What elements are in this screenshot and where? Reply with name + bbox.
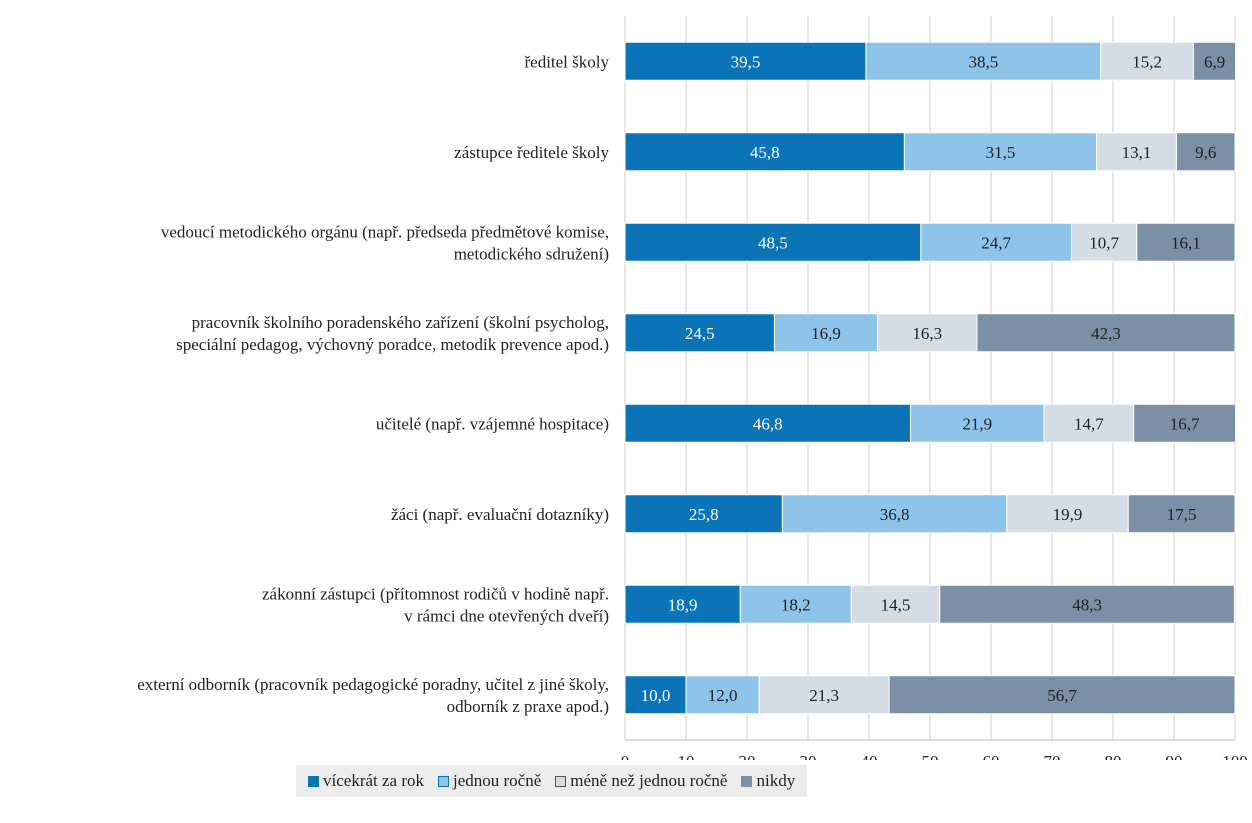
data-label-2-2: 10,7	[1089, 233, 1119, 252]
data-label-3-2: 16,1	[1171, 233, 1201, 252]
data-label-2-4: 14,7	[1074, 414, 1104, 433]
data-label-1-2: 24,7	[981, 233, 1011, 252]
category-label-2-0: vedoucí metodického orgánu (např. předse…	[161, 222, 609, 241]
bar-3-5	[1127, 494, 1236, 534]
data-label-0-2: 48,5	[758, 233, 788, 252]
bar-1-6	[739, 584, 852, 624]
data-label-0-1: 45,8	[750, 143, 780, 162]
bar-2-3	[877, 313, 978, 353]
data-label-0-7: 10,0	[641, 686, 671, 705]
data-label-3-0: 6,9	[1204, 52, 1225, 71]
data-label-1-3: 16,9	[811, 324, 841, 343]
bar-1-5	[781, 494, 1008, 534]
data-label-1-0: 38,5	[969, 52, 999, 71]
data-label-3-3: 42,3	[1091, 324, 1121, 343]
data-label-3-4: 16,7	[1170, 414, 1200, 433]
data-label-0-6: 18,9	[668, 595, 698, 614]
x-tick-label-8: 80	[1105, 752, 1122, 760]
data-label-1-5: 36,8	[880, 505, 910, 524]
x-tick-label-6: 60	[983, 752, 1000, 760]
data-label-0-5: 25,8	[689, 505, 719, 524]
data-label-1-1: 31,5	[986, 143, 1016, 162]
data-label-0-3: 24,5	[685, 324, 715, 343]
legend-item-0: vícekrát za rok	[308, 771, 424, 791]
bar-0-3	[624, 313, 775, 353]
stacked-bar-chart: 0 10 20 30 40 50 60 70 80 90 100 ředitel školy 39,5 3…	[137, 16, 1248, 760]
data-label-1-7: 12,0	[708, 686, 738, 705]
bar-1-0	[865, 41, 1102, 81]
data-label-1-4: 21,9	[962, 414, 992, 433]
bar-3-0	[1193, 41, 1237, 81]
category-label-6-1: v rámci dne otevřených dveří)	[404, 606, 609, 625]
category-label-4-0: učitelé (např. vzájemné hospitace)	[376, 414, 609, 433]
data-label-2-0: 15,2	[1132, 52, 1162, 71]
x-tick-label-0: 0	[621, 752, 630, 760]
data-label-3-7: 56,7	[1047, 686, 1077, 705]
bar-1-1	[903, 132, 1098, 172]
category-label-7-1: odborník z praxe apod.)	[447, 697, 609, 716]
bar-3-6	[939, 584, 1235, 624]
bar-2-7	[758, 675, 890, 715]
bar-3-4	[1133, 403, 1237, 443]
data-label-3-5: 17,5	[1167, 505, 1197, 524]
legend-label-2: méně než jednou ročně	[570, 771, 728, 790]
data-label-0-4: 46,8	[753, 414, 783, 433]
bar-0-1	[624, 132, 905, 172]
x-tick-label-7: 70	[1044, 752, 1061, 760]
data-label-3-1: 9,6	[1195, 143, 1216, 162]
bar-0-2	[624, 222, 922, 262]
category-label-5-0: žáci (např. evaluační dotazníky)	[391, 505, 609, 524]
data-label-2-1: 13,1	[1122, 143, 1152, 162]
legend-item-2: méně než jednou ročně	[555, 771, 727, 791]
bar-2-6	[850, 584, 941, 624]
x-tick-label-1: 10	[678, 752, 695, 760]
x-tick-label-4: 40	[861, 752, 878, 760]
bar-1-7	[685, 675, 760, 715]
category-label-3-0: pracovník školního poradenského zařízení…	[192, 313, 609, 332]
bar-2-2	[1071, 222, 1138, 262]
bar-3-2	[1136, 222, 1236, 262]
x-tick-label-2: 20	[739, 752, 756, 760]
legend-swatch-0	[308, 775, 319, 787]
category-label-2-1: metodického sdružení)	[454, 244, 609, 263]
data-label-2-3: 16,3	[912, 324, 942, 343]
data-label-0-0: 39,5	[731, 52, 761, 71]
category-label-6-0: zákonní zástupci (přítomnost rodičů v ho…	[262, 584, 609, 603]
legend-item-3: nikdy	[741, 771, 795, 791]
bar-0-5	[624, 494, 783, 534]
bar-2-0	[1100, 41, 1195, 81]
bar-3-3	[976, 313, 1236, 353]
legend-swatch-1	[438, 775, 449, 787]
bar-2-1	[1096, 132, 1177, 172]
category-label-7-0: externí odborník (pracovník pedagogické …	[137, 675, 609, 694]
legend-item-1: jednou ročně	[438, 771, 541, 791]
legend-label-0: vícekrát za rok	[323, 771, 424, 790]
bar-0-0	[624, 41, 867, 81]
bar-1-2	[920, 222, 1073, 262]
legend: vícekrát za rok jednou ročně méně než je…	[296, 765, 808, 797]
x-tick-label-10: 100	[1222, 752, 1248, 760]
data-label-3-6: 48,3	[1072, 595, 1102, 614]
x-tick-label-5: 50	[922, 752, 939, 760]
category-label-3-1: speciální pedagog, výchovný poradce, met…	[176, 335, 609, 354]
bar-0-7	[624, 675, 687, 715]
legend-swatch-3	[741, 775, 753, 787]
bar-3-1	[1175, 132, 1236, 172]
bar-1-3	[773, 313, 879, 353]
category-label-0-0: ředitel školy	[524, 52, 609, 71]
x-tick-label-9: 90	[1166, 752, 1183, 760]
data-label-2-5: 19,9	[1053, 505, 1083, 524]
bar-0-4	[624, 403, 911, 443]
category-label-1-0: zástupce ředitele školy	[454, 143, 609, 162]
data-label-2-7: 21,3	[809, 686, 839, 705]
bar-3-7	[888, 675, 1236, 715]
data-label-1-6: 18,2	[781, 595, 811, 614]
legend-swatch-2	[555, 775, 567, 787]
bar-1-4	[909, 403, 1045, 443]
data-label-2-6: 14,5	[881, 595, 911, 614]
x-tick-label-3: 30	[800, 752, 817, 760]
legend-label-1: jednou ročně	[453, 771, 542, 790]
legend-label-3: nikdy	[756, 771, 796, 790]
